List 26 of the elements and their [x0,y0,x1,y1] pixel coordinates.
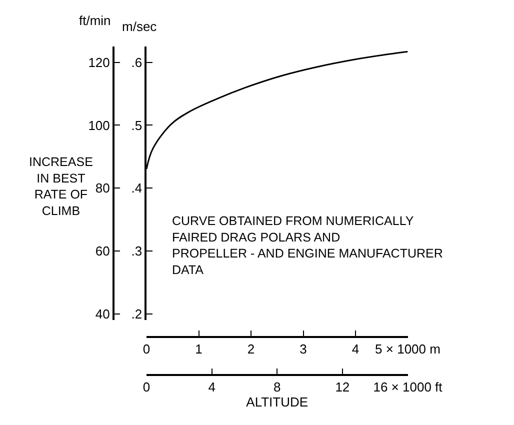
y2-axis-title: m/sec [122,19,158,34]
x-tick-label: 3 [300,341,307,356]
x-axis-title: ALTITUDE [246,394,308,410]
y-tick-label: 100 [88,118,110,133]
y2-tick-label: .3 [131,244,142,259]
x-tick-label: 4 [352,341,360,356]
x2-tick-label: 4 [208,380,216,395]
y-tick-label: 40 [95,306,110,322]
y2-tick-label: .6 [131,54,142,70]
x2-tick-label: 8 [274,380,281,395]
y2-tick-label: .2 [131,306,142,322]
x-tick-label: 1 [195,341,202,356]
text: INCREASE IN BEST RATE OF CLIMB [29,155,93,218]
y2-tick-label: .4 [131,180,142,196]
y2-tick-label: .5 [131,118,142,133]
y-tick-label: 120 [88,54,110,70]
annotation: CURVE OBTAINED FROM NUMERICALLY FAIRED DRAG POLARS AND PROPELLER - AND ENGINE MANUFACTURER DATA [172,214,443,277]
x2-tick-label: 12 [335,380,350,395]
x2-tick-label: 16 × 1000 ft [373,380,443,395]
x2-tick-label: 0 [142,380,150,395]
x-tick-label: 0 [142,341,150,356]
y-tick-label: 60 [95,244,110,259]
y-axis-title: ft/min [79,13,111,28]
y-tick-label: 80 [95,180,110,196]
x-tick-label: 2 [247,341,255,356]
x-tick-label: 5 × 1000 m [375,341,440,356]
